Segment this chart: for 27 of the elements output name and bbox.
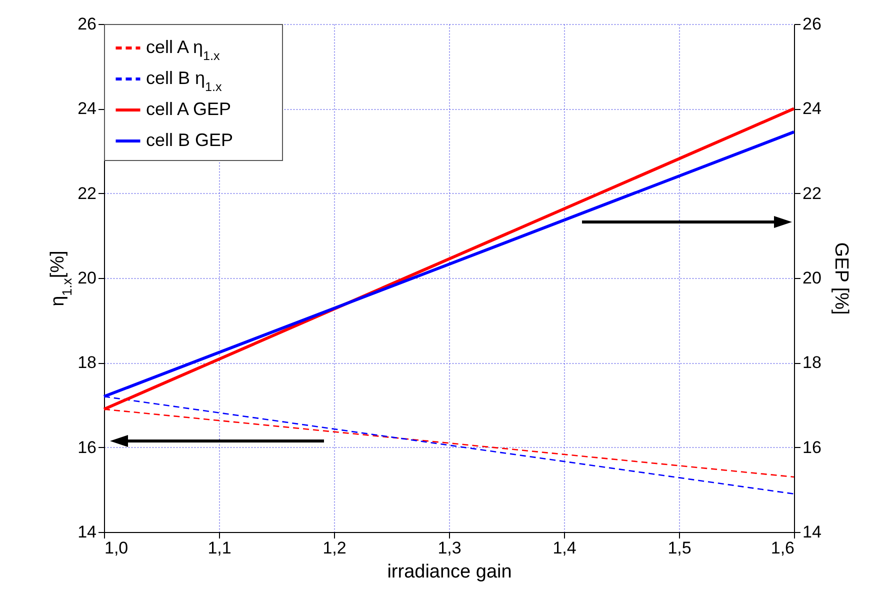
y2-tick-label: 26 — [802, 14, 822, 34]
legend-label: cell B GEP — [146, 130, 234, 150]
y-tick-label: 22 — [78, 184, 96, 203]
x-tick-label: 1,4 — [552, 538, 576, 558]
y-tick-label: 20 — [78, 268, 96, 288]
x-tick-label: 1,6 — [770, 538, 794, 558]
y2-tick-label: 18 — [802, 353, 822, 372]
y-tick-label: 24 — [78, 99, 96, 118]
y2-tick-label: 24 — [802, 99, 822, 118]
y2-axis-title: GEP [%] — [830, 242, 852, 315]
y2-tick-label: 22 — [802, 184, 822, 203]
legend-label: cell B η$_{1.x}$ — [146, 68, 223, 94]
x-tick-label: 1,5 — [668, 538, 692, 558]
x-tick-label: 1,0 — [104, 538, 128, 558]
x-tick-label: 1,1 — [208, 538, 232, 558]
y-tick-label: 26 — [78, 14, 96, 34]
y-tick-label: 16 — [78, 438, 96, 457]
legend-label: cell A GEP — [146, 99, 232, 119]
x-tick-label: 1,3 — [438, 538, 462, 558]
y2-tick-label: 14 — [802, 522, 822, 542]
x-tick-label: 1,2 — [322, 538, 346, 558]
y2-tick-label: 20 — [802, 268, 822, 288]
y-tick-label: 14 — [78, 522, 96, 542]
legend-label: cell A η$_{1.x}$ — [146, 37, 221, 63]
y2-tick-label: 16 — [802, 438, 822, 457]
y-tick-label: 18 — [78, 353, 96, 372]
x-axis-title: irradiance gain — [387, 562, 512, 582]
